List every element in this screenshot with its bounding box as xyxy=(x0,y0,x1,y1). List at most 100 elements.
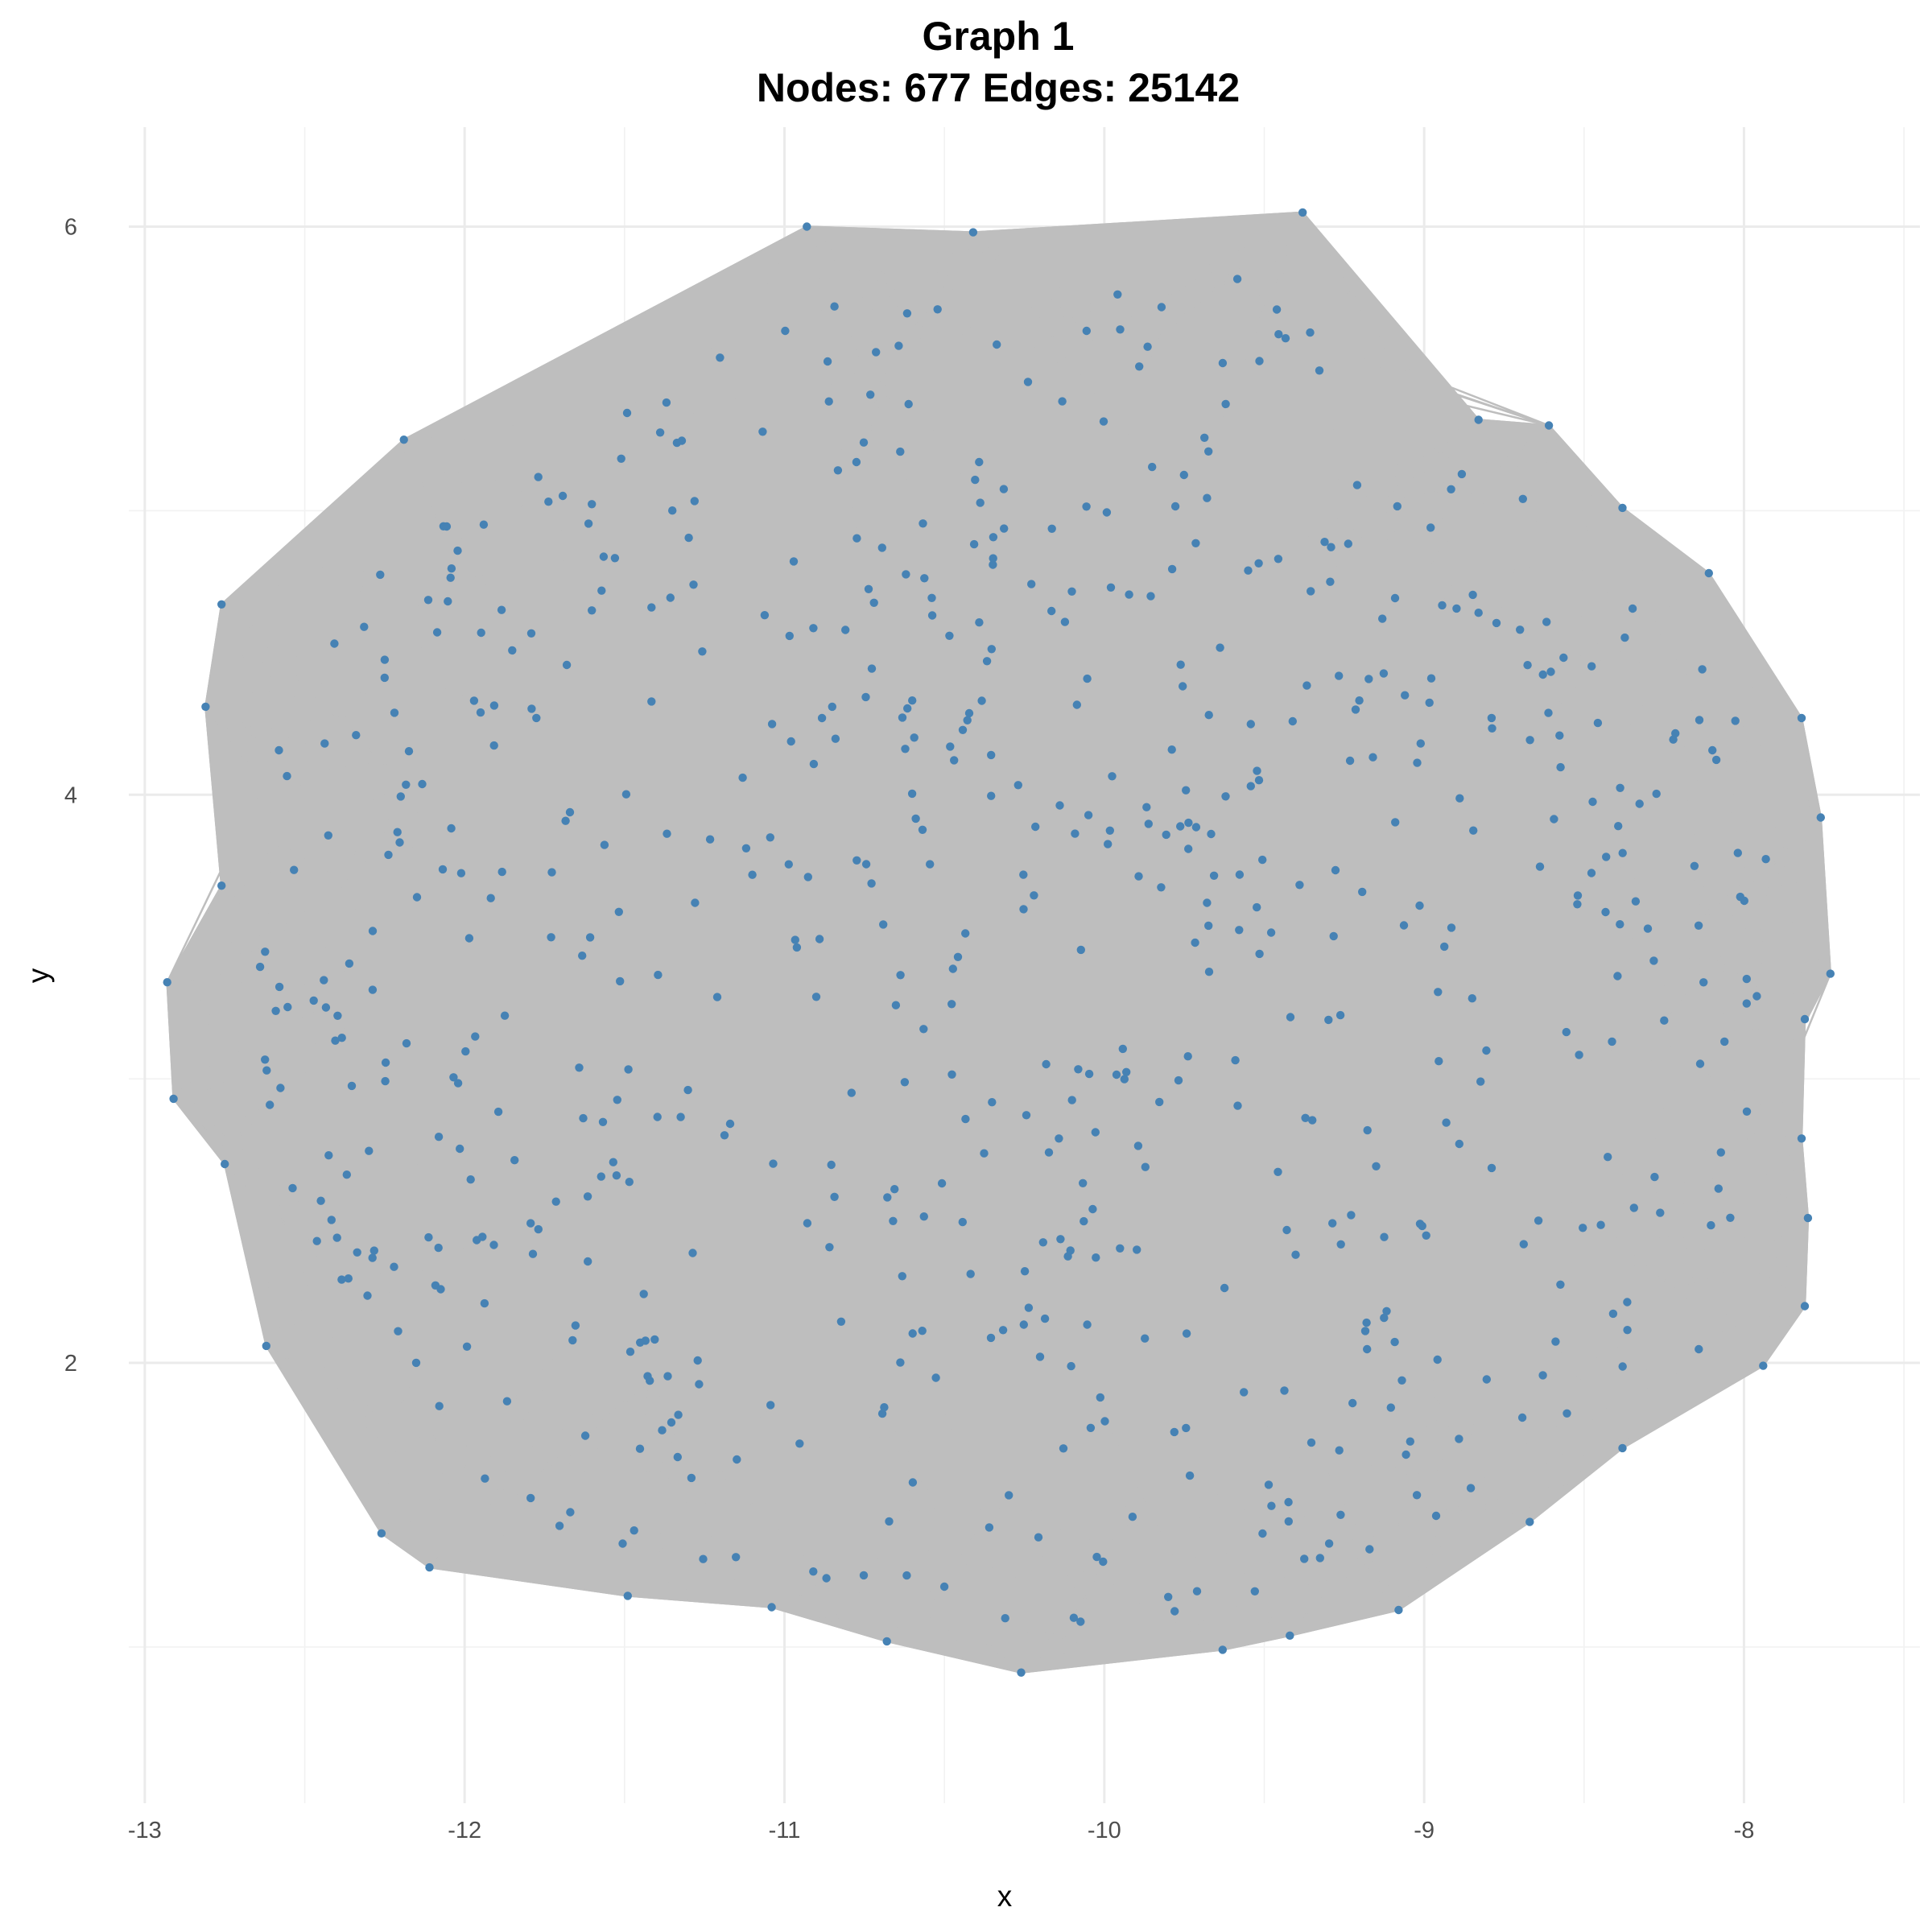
node-point xyxy=(989,554,997,563)
node-point xyxy=(575,1063,584,1072)
node-point xyxy=(1660,1016,1669,1025)
node-point xyxy=(687,1473,696,1483)
node-point xyxy=(968,228,978,237)
node-point xyxy=(904,399,913,409)
node-point xyxy=(352,731,361,740)
node-point xyxy=(900,1078,910,1087)
node-point xyxy=(885,1517,894,1526)
node-point xyxy=(266,1100,275,1109)
node-point xyxy=(987,791,996,800)
node-point xyxy=(1412,1491,1422,1500)
node-point xyxy=(1326,577,1335,586)
node-point xyxy=(1082,326,1092,336)
node-point xyxy=(1365,1545,1374,1554)
node-point xyxy=(568,1335,577,1345)
node-point xyxy=(1315,1554,1325,1563)
node-point xyxy=(677,436,687,445)
node-point xyxy=(1099,1557,1108,1567)
node-point xyxy=(477,628,485,638)
node-point xyxy=(1067,1361,1075,1371)
node-point xyxy=(738,773,747,782)
node-point xyxy=(655,428,665,437)
node-point xyxy=(1022,1111,1031,1120)
node-point xyxy=(1146,592,1155,601)
node-point xyxy=(1390,593,1400,603)
node-point xyxy=(690,497,699,506)
node-point xyxy=(320,739,329,748)
node-point xyxy=(1742,974,1751,984)
node-point xyxy=(748,870,757,879)
node-point xyxy=(1523,661,1532,670)
node-point xyxy=(828,702,837,712)
node-point xyxy=(784,860,793,869)
node-point xyxy=(1546,667,1555,676)
node-point xyxy=(852,457,861,467)
node-point xyxy=(497,605,506,614)
node-point xyxy=(1286,1631,1294,1641)
node-point xyxy=(758,427,767,436)
node-point xyxy=(395,838,404,847)
node-point xyxy=(1306,328,1315,337)
node-point xyxy=(1258,855,1267,865)
node-point xyxy=(330,639,339,648)
node-point xyxy=(1315,366,1324,375)
node-point xyxy=(1240,1388,1249,1397)
node-point xyxy=(927,611,937,620)
node-point xyxy=(767,1603,776,1612)
node-point xyxy=(1192,1587,1202,1596)
node-point xyxy=(953,952,963,962)
node-point xyxy=(393,828,402,836)
node-point xyxy=(1204,921,1213,931)
node-point xyxy=(1752,992,1761,1001)
node-point xyxy=(561,816,570,825)
node-point xyxy=(1182,1329,1191,1338)
node-point xyxy=(446,573,455,582)
node-point xyxy=(332,1233,341,1242)
node-point xyxy=(1559,653,1568,663)
node-point xyxy=(1295,881,1304,890)
chart-title-line1: Graph 1 xyxy=(923,14,1075,59)
node-point xyxy=(1047,606,1056,616)
node-point xyxy=(1390,1337,1399,1347)
node-point xyxy=(625,1178,634,1187)
node-point xyxy=(1372,1162,1381,1171)
node-point xyxy=(1562,1027,1571,1037)
node-point xyxy=(1613,972,1622,980)
node-point xyxy=(1067,1096,1076,1104)
node-point xyxy=(977,696,986,705)
node-point xyxy=(1731,716,1740,725)
node-point xyxy=(1707,1220,1715,1230)
node-point xyxy=(479,520,489,529)
y-tick-label: 2 xyxy=(64,1351,77,1377)
node-point xyxy=(462,1342,472,1352)
node-point xyxy=(1328,1219,1337,1228)
node-point xyxy=(663,1372,672,1381)
node-point xyxy=(987,750,996,760)
node-point xyxy=(1284,1497,1293,1507)
node-point xyxy=(1286,1013,1295,1022)
node-point xyxy=(688,1249,697,1257)
node-point xyxy=(1336,1240,1345,1249)
node-point xyxy=(1447,485,1455,493)
node-point xyxy=(1118,1044,1128,1054)
node-point xyxy=(453,1079,463,1088)
node-point xyxy=(588,606,597,615)
node-point xyxy=(1102,508,1112,517)
node-point xyxy=(1720,1037,1729,1046)
node-point xyxy=(1235,926,1244,935)
node-point xyxy=(830,1192,839,1202)
node-point xyxy=(662,398,671,407)
node-point xyxy=(1059,1444,1068,1453)
node-point xyxy=(368,927,378,935)
node-point xyxy=(583,1192,592,1201)
node-point xyxy=(1170,1607,1179,1616)
node-point xyxy=(327,1216,336,1224)
node-point xyxy=(1555,731,1564,740)
node-point xyxy=(1133,1245,1141,1254)
node-point xyxy=(827,1160,836,1170)
node-point xyxy=(1174,1075,1183,1085)
node-point xyxy=(1652,789,1661,799)
node-point xyxy=(381,1058,390,1067)
node-point xyxy=(716,353,724,362)
node-point xyxy=(1695,716,1704,724)
